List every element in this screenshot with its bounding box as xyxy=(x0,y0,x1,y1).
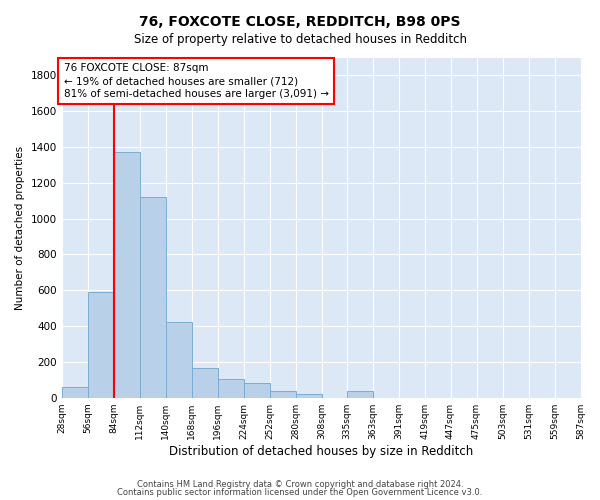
Bar xyxy=(218,379,244,398)
Bar xyxy=(88,292,113,398)
Text: 76, FOXCOTE CLOSE, REDDITCH, B98 0PS: 76, FOXCOTE CLOSE, REDDITCH, B98 0PS xyxy=(139,15,461,29)
Bar xyxy=(113,152,140,398)
Bar xyxy=(62,387,88,398)
Bar xyxy=(347,392,373,398)
X-axis label: Distribution of detached houses by size in Redditch: Distribution of detached houses by size … xyxy=(169,444,473,458)
Text: 76 FOXCOTE CLOSE: 87sqm
← 19% of detached houses are smaller (712)
81% of semi-d: 76 FOXCOTE CLOSE: 87sqm ← 19% of detache… xyxy=(64,63,329,100)
Text: Contains public sector information licensed under the Open Government Licence v3: Contains public sector information licen… xyxy=(118,488,482,497)
Bar xyxy=(296,394,322,398)
Y-axis label: Number of detached properties: Number of detached properties xyxy=(15,146,25,310)
Bar xyxy=(140,197,166,398)
Bar xyxy=(244,384,269,398)
Text: Contains HM Land Registry data © Crown copyright and database right 2024.: Contains HM Land Registry data © Crown c… xyxy=(137,480,463,489)
Bar xyxy=(191,368,218,398)
Bar xyxy=(166,322,191,398)
Bar xyxy=(269,392,296,398)
Text: Size of property relative to detached houses in Redditch: Size of property relative to detached ho… xyxy=(133,32,467,46)
